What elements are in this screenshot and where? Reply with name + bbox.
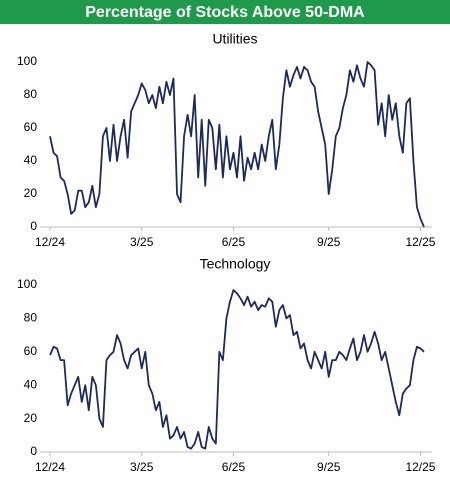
y-tick-label: 0 (30, 444, 37, 458)
y-tick-label: 40 (24, 377, 38, 391)
data-line (49, 289, 425, 450)
x-tick-label: 9/25 (317, 235, 341, 249)
y-tick-label: 40 (24, 153, 38, 167)
chart-title: Technology (200, 256, 271, 272)
x-tick-label: 3/25 (130, 235, 154, 249)
x-tick-label: 12/24 (35, 235, 65, 249)
y-tick-label: 20 (24, 411, 38, 425)
x-tick-label: 12/25 (405, 460, 435, 474)
y-tick-label: 80 (24, 311, 38, 325)
y-tick-label: 60 (24, 344, 38, 358)
y-tick-label: 20 (24, 186, 38, 200)
x-tick-label: 12/25 (405, 235, 435, 249)
y-tick-label: 60 (24, 120, 38, 134)
y-tick-label: 80 (24, 87, 38, 101)
x-tick-label: 6/25 (222, 235, 246, 249)
y-tick-label: 100 (17, 277, 37, 291)
banner-title: Percentage of Stocks Above 50-DMA (85, 4, 365, 21)
x-tick-label: 6/25 (222, 460, 246, 474)
banner (0, 0, 450, 24)
y-tick-label: 0 (30, 219, 37, 233)
x-tick-label: 3/25 (130, 460, 154, 474)
x-tick-label: 12/24 (35, 460, 65, 474)
y-tick-label: 100 (17, 54, 37, 68)
chart-title: Utilities (212, 31, 257, 47)
x-tick-label: 9/25 (317, 460, 341, 474)
data-line (49, 61, 425, 228)
